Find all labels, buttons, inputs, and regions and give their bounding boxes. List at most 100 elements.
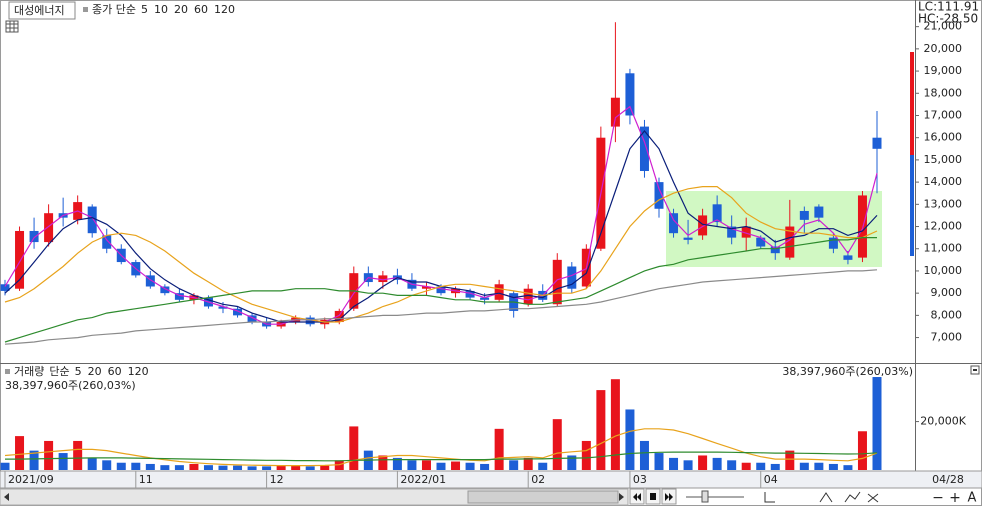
legend-marker [83,7,88,12]
y-tick-label: 15,000 [924,153,963,166]
volume-bar [596,390,606,470]
volume-bar [349,426,359,470]
candle-body [480,297,490,300]
volume-bar [320,465,330,470]
volume-bar [407,460,417,470]
y-tick-label: 10,000 [924,264,963,277]
candle-body [639,126,649,172]
legend-entry: 60 [108,365,122,378]
table-icon[interactable] [5,20,19,33]
y-tick-label: 7,000 [931,331,963,344]
volume-bar [276,465,286,470]
chart-title: 대성에너지 [14,4,65,17]
candle-body [843,255,853,260]
volume-bar [712,457,722,470]
zoom-handle[interactable] [701,490,709,503]
scroll-left[interactable] [4,493,9,501]
candle-body [29,230,39,243]
volume-bar [291,465,301,470]
candle-body [44,213,54,243]
volume-bar [581,440,591,470]
candle-body [436,286,446,294]
indicator-label: LC:111.91 [918,0,979,14]
volume-bar [174,465,184,470]
candle-body [523,288,533,305]
y-tick-label: 9,000 [931,286,963,299]
legend-entry: 20 [174,3,188,16]
candle-body [669,213,679,234]
candle-body [160,286,170,294]
volume-bar [145,463,155,470]
volume-bar [872,377,882,470]
volume-bar [87,457,97,470]
volume-bar [538,462,548,470]
x-tick-label: 02 [531,473,545,486]
y-tick-label: 11,000 [924,242,963,255]
volume-bar [741,462,751,470]
toolbar: − + A [0,488,977,506]
first-button[interactable] [629,488,645,505]
candle-body [0,284,10,291]
ma-line [5,451,878,462]
y-tick-label: 13,000 [924,197,963,210]
x-tick-label: 04 [764,473,778,486]
volume-bar [189,463,199,470]
legend-entry: 5 [141,3,148,16]
candle-body [654,182,664,209]
legend-entry: 120 [214,3,235,16]
y-tick-label: 21,000 [924,20,963,33]
volume-bar [799,462,809,470]
candle-body [610,97,620,127]
tool-icons[interactable] [764,491,879,503]
y-tick-label: 18,000 [924,86,963,99]
scroll-right[interactable] [619,493,624,501]
volume-bar [639,440,649,470]
volume-bar [625,409,635,470]
range-bar-down [910,155,914,256]
legend-marker [5,369,10,374]
volume-bar [451,461,461,470]
volume-bar [29,450,39,470]
candle-body [305,317,315,325]
volume-bar [828,463,838,470]
candle-body [625,73,635,116]
candle-body [247,315,257,323]
candle-body [378,275,388,283]
candle-body [567,266,577,289]
volume-bar [203,465,213,470]
y-tick-label: 12,000 [924,220,963,233]
volume-bar [247,466,257,470]
stop-button[interactable] [645,488,661,505]
zoom-in[interactable]: + [949,490,961,506]
volume-bar [610,379,620,470]
scroll-thumb[interactable] [467,490,619,504]
y-tick-label: 20,000 [924,42,963,55]
font-button[interactable]: A [968,491,977,506]
candle-body [872,137,882,149]
candle-body [770,246,780,254]
last-button[interactable] [661,488,677,505]
candle-body [741,226,751,238]
legend-title: 거래량 [14,365,44,378]
volume-bar [160,465,170,470]
volume-bar [73,440,83,470]
legend-entry: 5 [75,365,82,378]
indicator-label: HC:-28.50 [918,12,978,26]
volume-bar [727,460,737,470]
volume-bar [857,431,867,470]
candle-body [785,226,795,258]
y-tick-label: 16,000 [924,131,963,144]
volume-bar [233,465,243,470]
candle-body [799,210,809,220]
ma-line [4,269,878,345]
volume-bar [305,466,315,470]
candle-body [712,204,722,223]
candle-body [683,237,693,240]
candle-body [494,284,504,300]
volume-last-label: 38,397,960주(260,03%) [5,379,136,392]
candle-body [465,290,475,298]
volume-bar [44,440,54,470]
zoom-out[interactable]: − [932,490,944,506]
volume-bar [480,463,490,470]
